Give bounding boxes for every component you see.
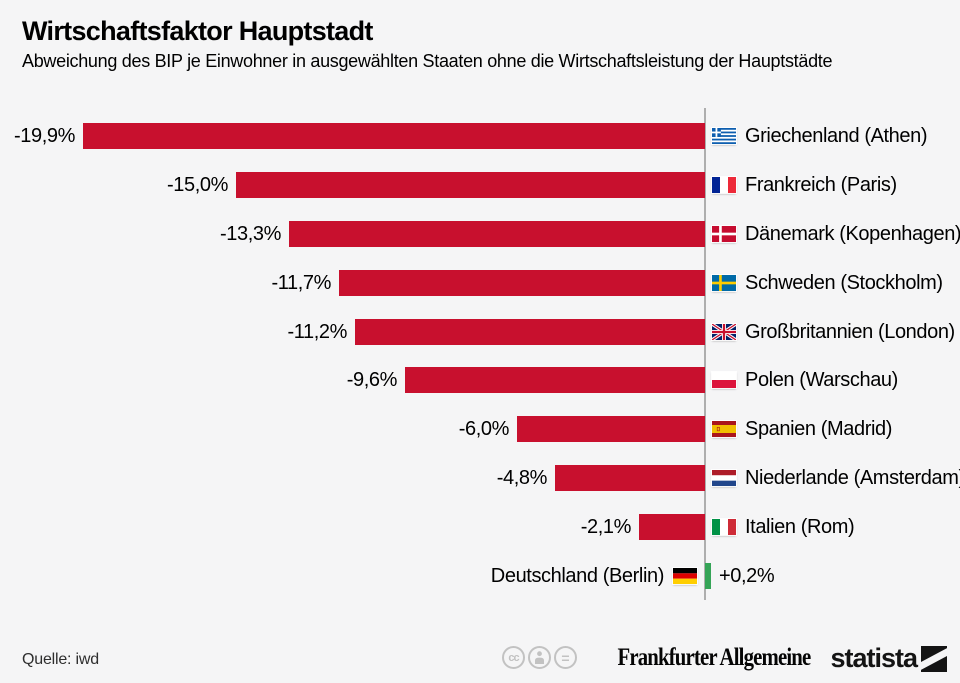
attribution-icon — [528, 646, 551, 669]
value-bar — [289, 221, 705, 247]
value-bar — [339, 270, 705, 296]
flag-greece-icon — [711, 127, 737, 145]
flag-italy-icon — [711, 518, 737, 536]
chart-row: -4,8% Niederlande (Amsterdam) — [0, 465, 960, 491]
footer: Quelle: iwd cc = Frankfurter Allgemeine … — [0, 638, 960, 683]
statista-mark-icon — [921, 645, 947, 672]
axis-line — [704, 108, 706, 600]
flag-denmark-icon — [711, 225, 737, 243]
flag-spain-icon — [711, 420, 737, 438]
flag-uk-icon — [711, 323, 737, 341]
value-bar — [517, 416, 705, 442]
country-label: Frankreich (Paris) — [745, 174, 897, 196]
chart-row: -13,3% Dänemark (Kopenhagen) — [0, 221, 960, 247]
flag-germany-icon — [672, 567, 698, 585]
value-label: -11,2% — [287, 321, 348, 343]
country-label: Schweden (Stockholm) — [745, 272, 943, 294]
value-bar — [555, 465, 705, 491]
country-label: Niederlande (Amsterdam) — [745, 467, 960, 489]
country-label: Polen (Warschau) — [745, 369, 898, 391]
faz-logo: Frankfurter Allgemeine — [617, 644, 811, 671]
chart-row: -15,0% Frankreich (Paris) — [0, 172, 960, 198]
chart-row: -6,0% Spanien (Madrid) — [0, 416, 960, 442]
value-bar — [639, 514, 705, 540]
chart-row: -9,6% Polen (Warschau) — [0, 367, 960, 393]
value-bar — [83, 123, 705, 149]
license-icons: cc = — [502, 646, 577, 669]
chart-row: -11,7% Schweden (Stockholm) — [0, 270, 960, 296]
flag-sweden-icon — [711, 274, 737, 292]
value-bar — [405, 367, 705, 393]
country-label: Spanien (Madrid) — [745, 418, 893, 440]
statista-logo-text: statista — [830, 643, 918, 673]
country-label: Griechenland (Athen) — [745, 125, 928, 147]
value-label: -6,0% — [458, 418, 510, 440]
page-title: Wirtschaftsfaktor Hauptstadt — [22, 16, 373, 46]
page-subtitle: Abweichung des BIP je Einwohner in ausge… — [22, 51, 833, 71]
chart-row: -19,9% Griechenland (Athen) — [0, 123, 960, 149]
value-label: -2,1% — [580, 516, 632, 538]
statista-logo: statista — [830, 643, 947, 674]
country-label: Italien (Rom) — [745, 516, 855, 538]
value-label: -19,9% — [14, 125, 75, 147]
value-label: -9,6% — [346, 369, 398, 391]
flag-france-icon — [711, 176, 737, 194]
value-label: -13,3% — [220, 223, 281, 245]
value-bar — [705, 563, 711, 589]
chart-row: +0,2% Deutschland (Berlin) — [0, 563, 960, 589]
chart-row: -11,2% Großbritannien (London) — [0, 319, 960, 345]
source-label: Quelle: iwd — [22, 651, 99, 668]
value-label: +0,2% — [719, 565, 775, 587]
country-label: Dänemark (Kopenhagen) — [745, 223, 960, 245]
value-label: -15,0% — [167, 174, 228, 196]
chart-row: -2,1% Italien (Rom) — [0, 514, 960, 540]
flag-poland-icon — [711, 371, 737, 389]
bar-chart: -19,9% Griechenland (Athen) -15,0% Frankrei… — [0, 108, 960, 600]
flag-netherlands-icon — [711, 469, 737, 487]
country-label: Deutschland (Berlin) — [490, 565, 665, 587]
value-bar — [236, 172, 705, 198]
value-label: -4,8% — [496, 467, 548, 489]
value-label: -11,7% — [271, 272, 332, 294]
equal-icon: = — [554, 646, 577, 669]
value-bar — [355, 319, 705, 345]
cc-icon: cc — [502, 646, 525, 669]
country-label: Großbritannien (London) — [745, 321, 955, 343]
